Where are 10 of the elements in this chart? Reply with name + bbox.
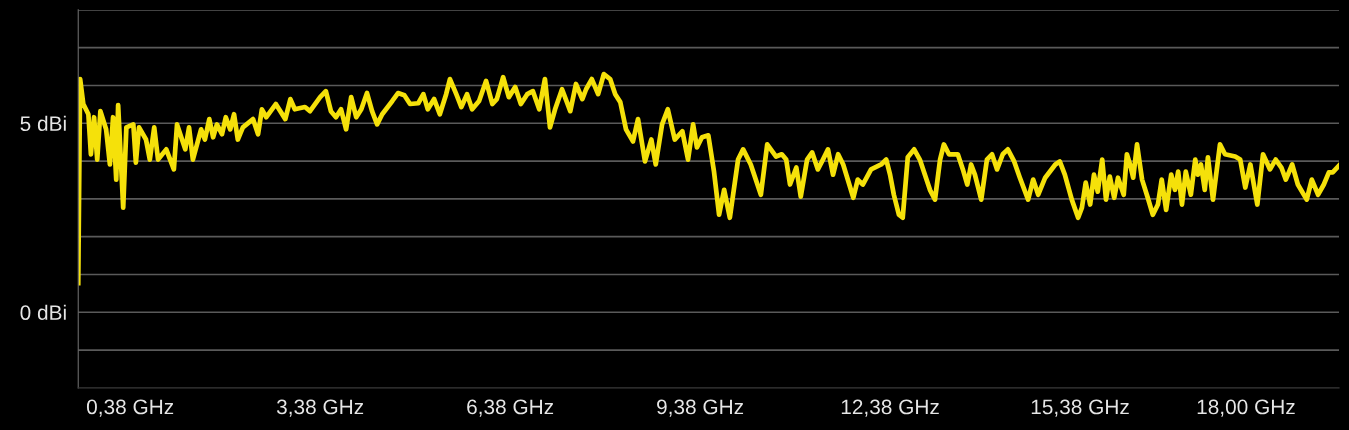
x-tick-label: 18,00 GHz [1197,399,1295,417]
x-tick-label: 0,38 GHz [86,399,174,417]
x-tick-label: 6,38 GHz [467,399,554,417]
y-tick-label: 5 dBi [20,115,66,132]
x-tick-label: 12,38 GHz [841,399,939,417]
x-tick-label: 15,38 GHz [1031,399,1129,417]
y-tick-label: 0 dBi [20,304,66,321]
x-tick-label: 3,38 GHz [276,399,364,417]
line-series [78,71,1340,286]
x-tick-label: 9,38 GHz [657,399,744,417]
